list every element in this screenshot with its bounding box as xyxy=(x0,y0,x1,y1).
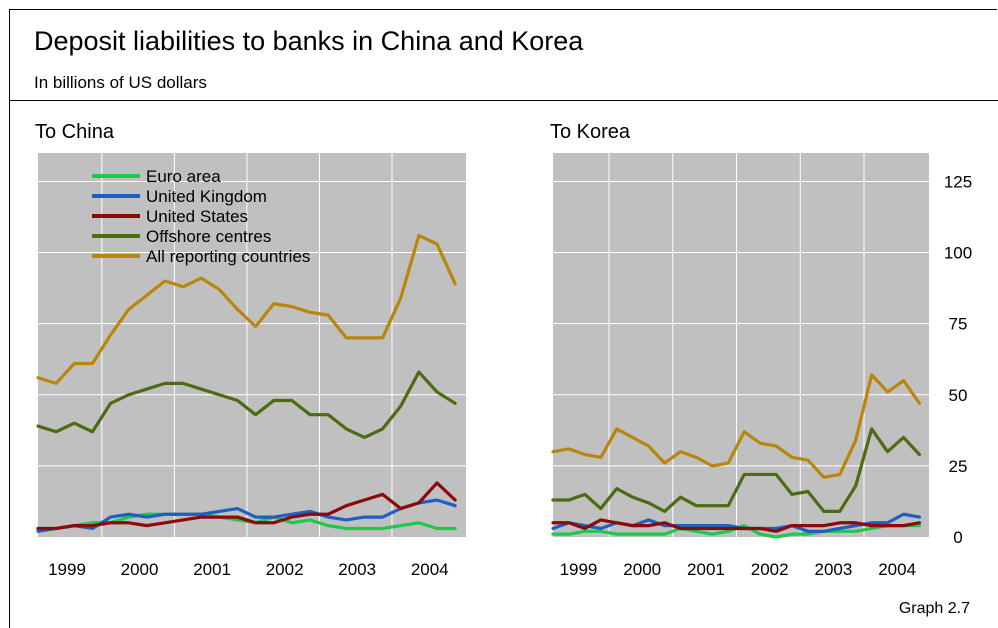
x-tick-label: 2000 xyxy=(121,560,159,579)
panel-title-china: To China xyxy=(35,121,114,143)
series-line-united-states xyxy=(36,481,457,531)
y-tick-label: 75 xyxy=(949,315,968,334)
series-line-offshore-centres xyxy=(551,427,922,513)
x-tick-label: 1999 xyxy=(48,560,86,579)
x-tick-label: 2003 xyxy=(338,560,376,579)
legend-label: All reporting countries xyxy=(146,247,310,266)
series-line-all-reporting-countries xyxy=(551,373,922,479)
x-tick-label: 2004 xyxy=(878,560,916,579)
chart-title: Deposit liabilities to banks in China an… xyxy=(34,26,584,56)
series-line-all-reporting-countries xyxy=(36,233,457,385)
panel-title-korea: To Korea xyxy=(550,121,631,143)
chart-panel-1: 1999 2000 2001 2002 2003 2004 0 25 50 75 100 125 xyxy=(551,153,972,579)
y-tick-label: 50 xyxy=(949,386,968,405)
legend-label: United Kingdom xyxy=(146,187,267,206)
x-tick-label: 2003 xyxy=(814,560,852,579)
chart-subtitle: In billions of US dollars xyxy=(34,73,207,92)
legend-label: Offshore centres xyxy=(146,227,271,246)
x-tick-label: 2001 xyxy=(687,560,725,579)
x-tick-label: 1999 xyxy=(560,560,598,579)
plot-area xyxy=(553,153,929,537)
x-tick-label: 2002 xyxy=(266,560,304,579)
y-tick-label: 100 xyxy=(944,244,972,263)
figure-frame xyxy=(9,9,997,628)
header-divider xyxy=(9,100,998,101)
x-tick-label: 2001 xyxy=(193,560,231,579)
series-line-united-kingdom xyxy=(36,498,457,533)
legend-label: United States xyxy=(146,207,248,226)
y-tick-label: 125 xyxy=(944,172,972,191)
y-tick-label: 0 xyxy=(953,528,962,547)
x-tick-label: 2000 xyxy=(623,560,661,579)
graph-number: Graph 2.7 xyxy=(898,600,970,617)
legend-label: Euro area xyxy=(146,167,221,186)
y-tick-label: 25 xyxy=(949,457,968,476)
x-tick-label: 2002 xyxy=(751,560,789,579)
series-line-offshore-centres xyxy=(36,370,457,440)
series-line-united-states xyxy=(551,518,922,533)
x-tick-label: 2004 xyxy=(411,560,449,579)
